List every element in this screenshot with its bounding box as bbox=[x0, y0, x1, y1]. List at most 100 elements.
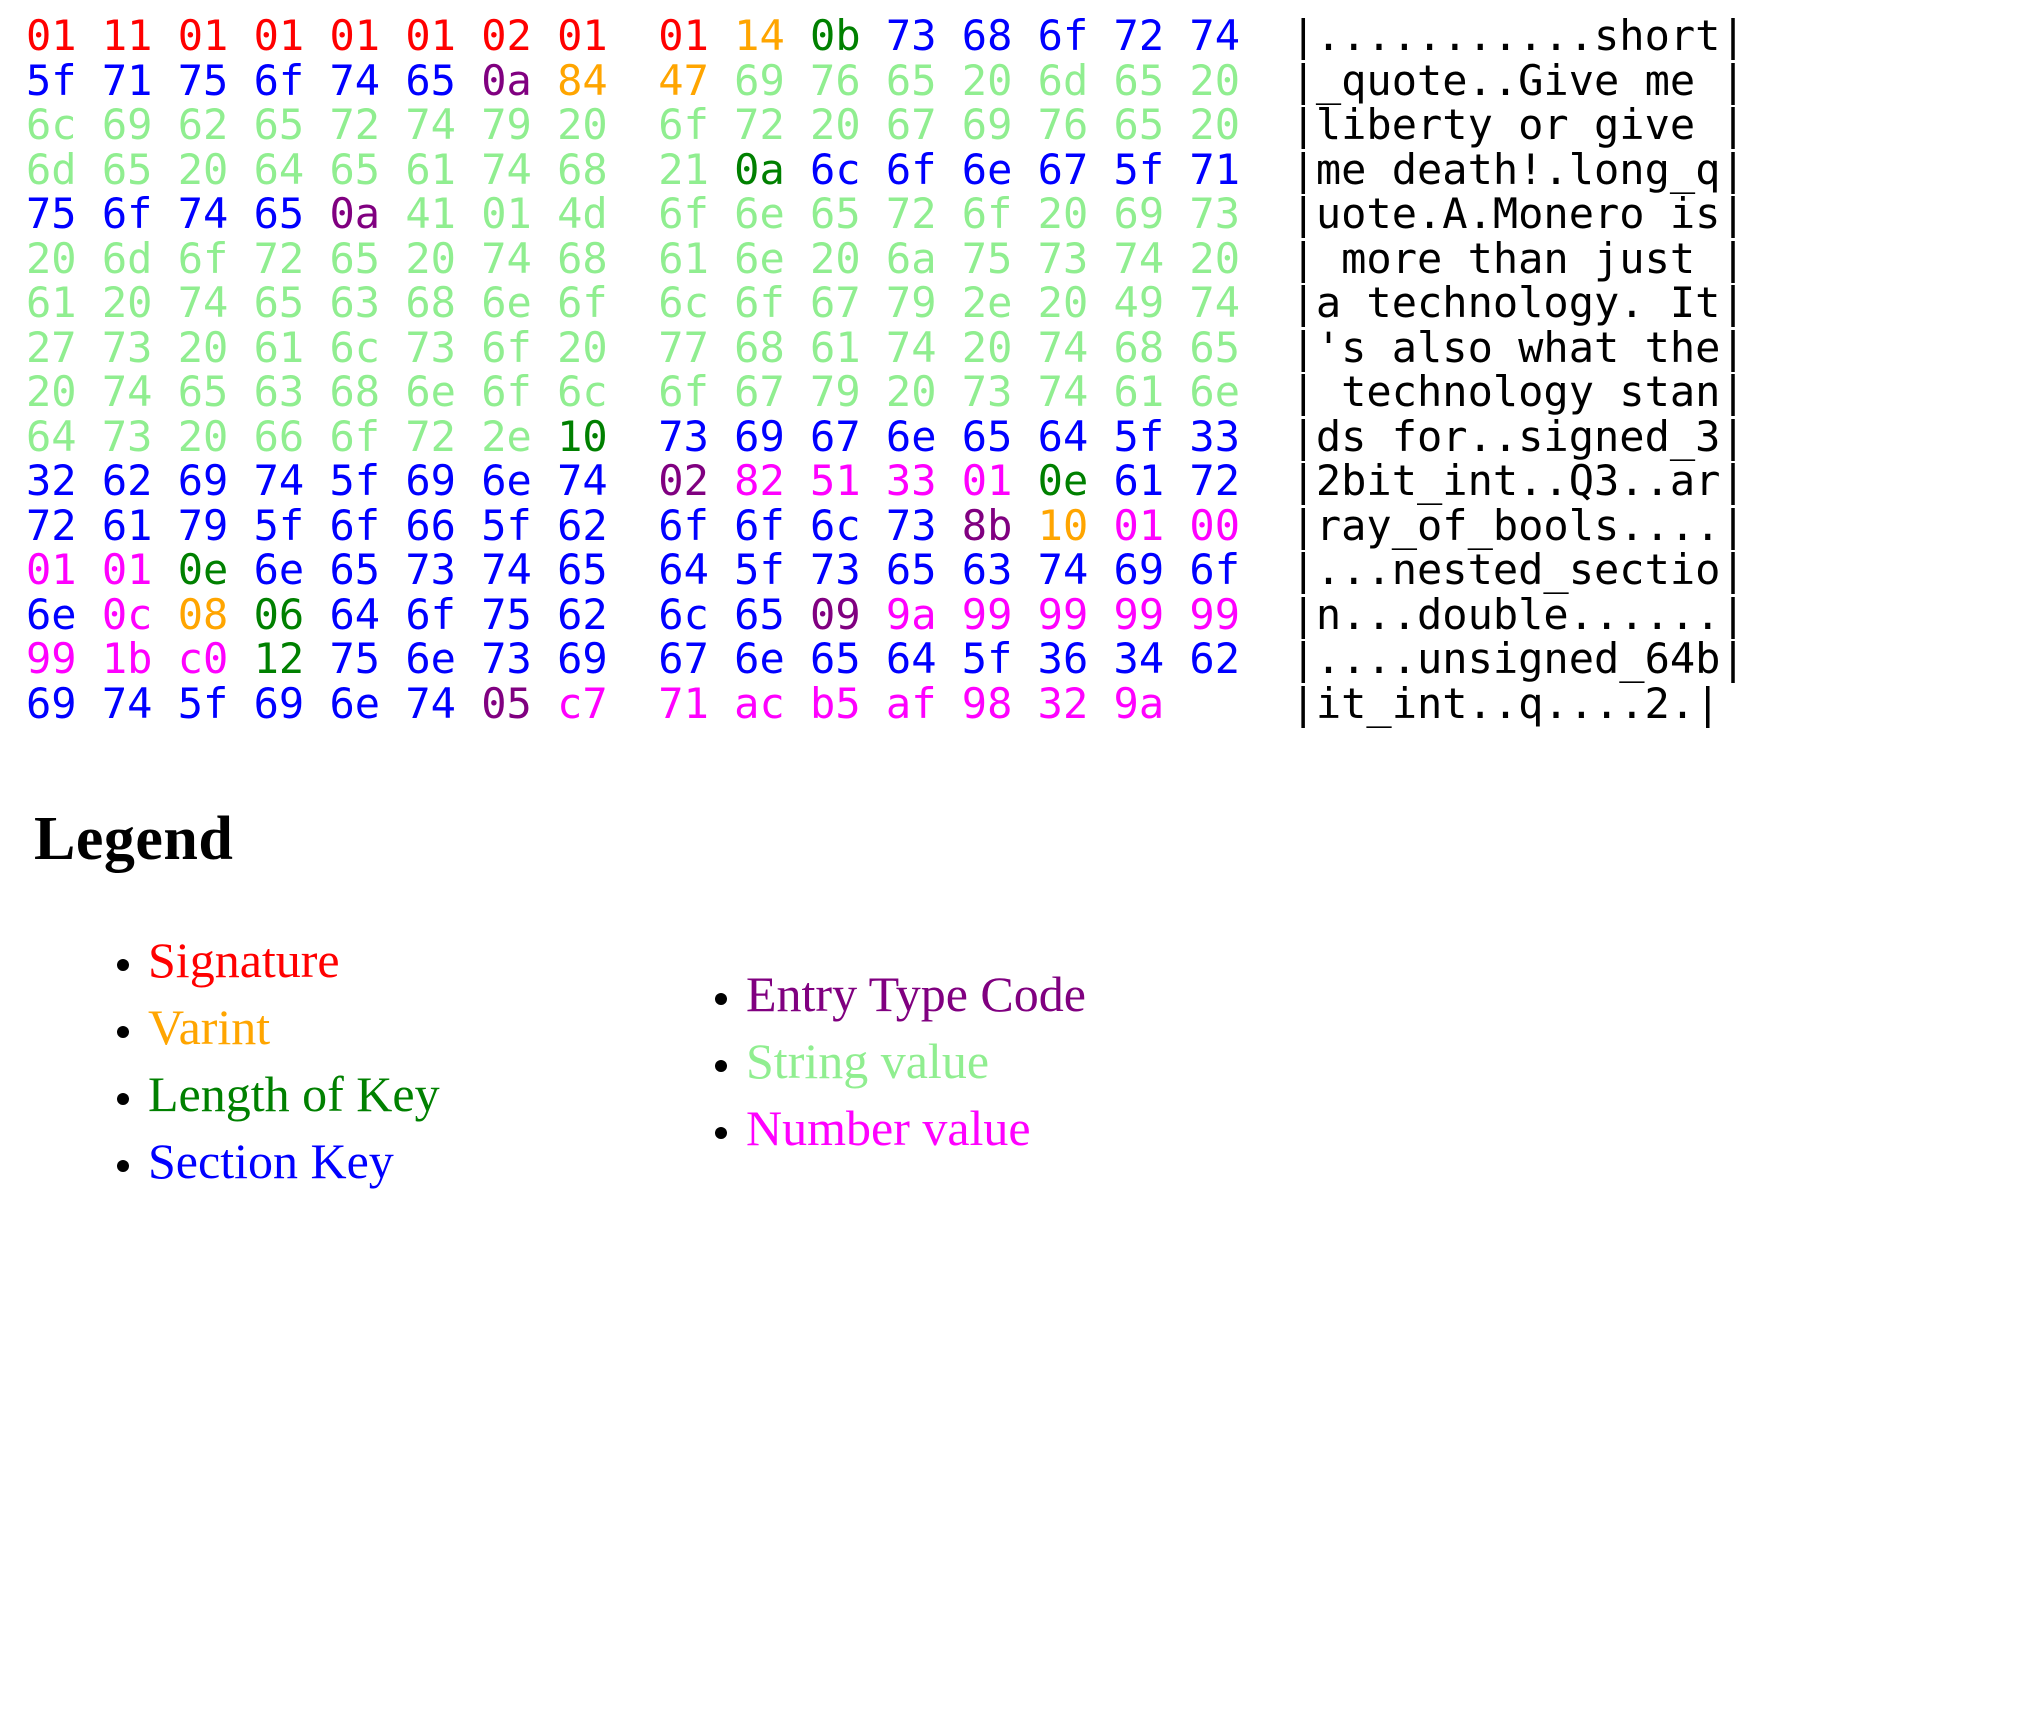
legend-title: Legend bbox=[34, 805, 234, 873]
hex-byte: 6f bbox=[101, 189, 153, 238]
hex-byte: 6f bbox=[734, 500, 785, 550]
hex-byte: 71 bbox=[658, 678, 709, 728]
hex-byte: 27 bbox=[26, 322, 77, 372]
hex-byte: 20 bbox=[26, 233, 77, 283]
hex-byte: 5f bbox=[329, 456, 381, 505]
hex-byte-group-right: 6c 6f 67 79 2e 20 49 74 bbox=[658, 278, 1240, 327]
hex-byte: 6d bbox=[26, 144, 77, 194]
hex-byte: 9a bbox=[885, 589, 937, 639]
hex-byte: 99 bbox=[1113, 589, 1165, 639]
hex-byte-group-right: 71 ac b5 af 98 32 9a bbox=[658, 679, 1164, 728]
legend-item-label: Length of Key bbox=[148, 1066, 440, 1122]
legend-item-label: Signature bbox=[148, 932, 340, 988]
legend-section: Legend Signature Varint Length of Key Secti… bbox=[0, 804, 2022, 1199]
hex-byte: 73 bbox=[885, 11, 937, 60]
hex-byte: 20 bbox=[557, 100, 608, 149]
hex-byte: 1b bbox=[101, 634, 153, 683]
hex-byte-group-left: 69 74 5f 69 6e 74 05 c7 bbox=[26, 679, 608, 728]
hex-byte: 67 bbox=[658, 634, 709, 683]
hex-byte: c7 bbox=[557, 678, 608, 728]
hex-byte: 20 bbox=[405, 233, 456, 283]
hex-row: 69 74 5f 69 6e 74 05 c7 71 ac b5 af 98 3… bbox=[26, 679, 2022, 728]
hex-byte: 99 bbox=[961, 589, 1013, 639]
hex-byte: 65 bbox=[253, 278, 305, 327]
hex-byte: 72 bbox=[1189, 456, 1240, 505]
hex-byte: 4d bbox=[557, 189, 608, 238]
hex-byte: 20 bbox=[1189, 233, 1240, 283]
hex-byte: 6c bbox=[26, 100, 77, 149]
hex-byte: 01 bbox=[101, 545, 153, 594]
hex-byte-group-right: 47 69 76 65 20 6d 65 20 bbox=[658, 56, 1240, 105]
hex-byte: 69 bbox=[961, 100, 1013, 149]
hex-byte: 20 bbox=[101, 278, 153, 327]
hex-byte: 0a bbox=[734, 144, 785, 194]
hex-byte: 6c bbox=[810, 500, 861, 550]
hex-byte: 69 bbox=[253, 678, 305, 728]
hex-byte: 75 bbox=[961, 233, 1013, 283]
hex-byte: 6e bbox=[26, 589, 77, 639]
hex-byte-group-left: 6e 0c 08 06 64 6f 75 62 bbox=[26, 590, 608, 639]
hex-byte: 76 bbox=[1037, 100, 1089, 149]
hex-byte: 5f bbox=[26, 55, 77, 105]
hex-byte: 74 bbox=[1037, 322, 1089, 372]
hex-byte: 20 bbox=[557, 322, 608, 372]
hex-byte: 69 bbox=[734, 55, 785, 105]
hex-byte: 74 bbox=[405, 678, 456, 728]
hex-byte: 61 bbox=[658, 233, 709, 283]
hex-byte: 73 bbox=[885, 500, 937, 550]
hex-byte: 74 bbox=[405, 100, 456, 149]
hex-ascii-column: |ds for..signed_3| bbox=[1290, 411, 1746, 461]
hex-byte: 65 bbox=[253, 100, 305, 149]
hex-byte: 01 bbox=[253, 11, 305, 60]
hex-byte: 73 bbox=[810, 545, 861, 594]
hex-byte: 79 bbox=[481, 100, 532, 149]
hex-byte: 20 bbox=[177, 144, 229, 194]
hex-byte: 62 bbox=[557, 589, 608, 639]
hex-byte: 0c bbox=[101, 589, 153, 639]
hex-byte: 74 bbox=[101, 678, 153, 728]
hex-byte: 10 bbox=[1037, 500, 1089, 550]
hex-byte: 6e bbox=[481, 278, 532, 327]
legend-columns: SignatureVarintLength of KeySection Key … bbox=[92, 931, 2022, 1199]
hex-byte: 20 bbox=[1189, 55, 1240, 105]
hex-byte: 0e bbox=[177, 545, 229, 594]
hex-ascii-column: |n...double......| bbox=[1290, 589, 1746, 639]
hex-byte: 79 bbox=[177, 500, 229, 550]
hex-byte: 6f bbox=[329, 411, 381, 461]
hex-byte: 20 bbox=[177, 411, 229, 461]
hex-byte: 68 bbox=[405, 278, 456, 327]
hex-byte: 6e bbox=[253, 545, 305, 594]
hex-byte: 72 bbox=[734, 100, 785, 149]
hex-byte: 74 bbox=[1189, 11, 1240, 60]
hex-byte: 6e bbox=[734, 233, 785, 283]
hex-byte: 01 bbox=[961, 456, 1013, 505]
hex-byte-group-left: 32 62 69 74 5f 69 6e 74 bbox=[26, 456, 608, 505]
hex-byte: 79 bbox=[810, 367, 861, 416]
hex-byte: 01 bbox=[481, 189, 532, 238]
legend-item-key: Section Key bbox=[148, 1132, 668, 1199]
hex-byte: 5f bbox=[961, 634, 1013, 683]
hex-byte: 74 bbox=[481, 144, 532, 194]
hex-byte: 6f bbox=[734, 278, 785, 327]
hex-byte: 06 bbox=[253, 589, 305, 639]
hex-byte: 68 bbox=[1113, 322, 1165, 372]
hex-ascii-column: |me death!.long_q| bbox=[1290, 144, 1746, 194]
hex-byte: 09 bbox=[810, 589, 861, 639]
hex-byte: 65 bbox=[101, 144, 153, 194]
legend-column-left: Signature Varint Length of Key Section Key bbox=[92, 931, 668, 1199]
hex-byte: 6d bbox=[101, 233, 153, 283]
hex-byte: 63 bbox=[329, 278, 381, 327]
hex-byte: 33 bbox=[1189, 411, 1240, 461]
hex-byte: 72 bbox=[405, 411, 456, 461]
hex-byte: 6c bbox=[658, 589, 709, 639]
hex-byte: 20 bbox=[177, 322, 229, 372]
hex-byte: 99 bbox=[1037, 589, 1089, 639]
hex-byte: 6d bbox=[1037, 55, 1089, 105]
hex-byte: 0a bbox=[481, 55, 532, 105]
legend-item-var: Varint bbox=[148, 998, 668, 1065]
legend-item-sig: Signature bbox=[148, 931, 668, 998]
hex-ascii-column: |...........short| bbox=[1290, 11, 1746, 60]
hex-byte: 34 bbox=[1113, 634, 1165, 683]
hex-ascii-column: |liberty or give | bbox=[1290, 100, 1746, 149]
hex-byte: 68 bbox=[329, 367, 381, 416]
